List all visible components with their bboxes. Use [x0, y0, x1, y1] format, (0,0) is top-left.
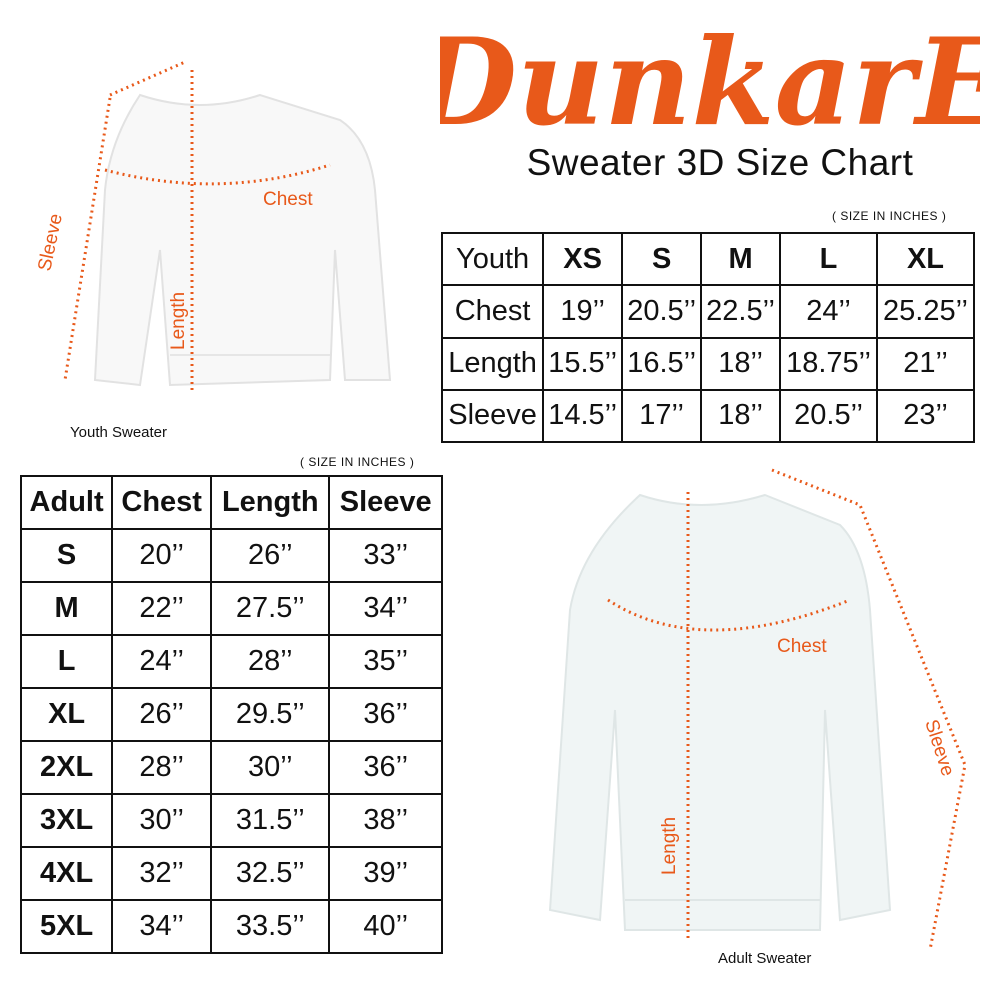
cell: 14.5’’	[542, 388, 624, 444]
cell: 15.5’’	[542, 336, 624, 391]
adult-size-table: Adult Chest Length Sleeve S 20’’ 26’’ 33’’ M 22…	[19, 475, 443, 954]
cell: 23’’	[876, 388, 975, 444]
sleeve-label: Sleeve	[920, 717, 958, 779]
table-row: 5XL 34’’ 33.5’’ 40’’	[19, 899, 443, 954]
table-row: Sleeve 14.5’’ 17’’ 18’’ 20.5’’ 23’’	[440, 388, 975, 444]
cell: 20.5’’	[779, 388, 879, 444]
cell: 26’’	[111, 687, 213, 742]
cell: 19’’	[542, 284, 624, 339]
table-row: S 20’’ 26’’ 33’’	[19, 528, 443, 583]
row-label: 5XL	[19, 899, 114, 954]
cell: 21’’	[876, 336, 975, 391]
table-row: Chest 19’’ 20.5’’ 22.5’’ 24’’ 25.25’’	[440, 284, 975, 339]
cell: 17’’	[621, 388, 703, 444]
cell: 22’’	[111, 581, 213, 636]
length-label: Length	[659, 817, 680, 875]
youth-size-table: Youth XS S M L XL Chest 19’’ 20.5’’ 22.5’’ 2…	[440, 231, 975, 444]
brand-logo: DunkarE	[440, 14, 980, 153]
header-cell: Length	[210, 475, 331, 530]
adult-sweater-image: Chest Length Sleeve	[548, 468, 967, 951]
sleeve-measure-line	[109, 60, 186, 97]
table-row: Length 15.5’’ 16.5’’ 18’’ 18.75’’ 21’’	[440, 336, 975, 391]
cell: 18.75’’	[779, 336, 879, 391]
header-cell: M	[700, 231, 782, 287]
cell: 36’’	[328, 687, 443, 742]
cell: 28’’	[111, 740, 213, 795]
header-cell: Youth	[440, 231, 545, 287]
table-header-row: Adult Chest Length Sleeve	[19, 475, 443, 530]
row-label: XL	[19, 687, 114, 742]
logo-text: DunkarE	[440, 14, 980, 153]
row-label: Length	[440, 336, 545, 391]
row-label: 2XL	[19, 740, 114, 795]
table-row: 3XL 30’’ 31.5’’ 38’’	[19, 793, 443, 848]
cell: 22.5’’	[700, 284, 782, 339]
cell: 33.5’’	[210, 899, 331, 954]
cell: 33’’	[328, 528, 443, 583]
cell: 25.25’’	[876, 284, 975, 339]
cell: 32’’	[111, 846, 213, 901]
header-cell: Sleeve	[328, 475, 443, 530]
youth-sweater-label: Youth Sweater	[70, 424, 168, 441]
cell: 20.5’’	[621, 284, 703, 339]
chest-label: Chest	[263, 189, 313, 210]
row-label: Sleeve	[440, 388, 545, 444]
row-label: S	[19, 528, 114, 583]
cell: 34’’	[111, 899, 213, 954]
cell: 35’’	[328, 634, 443, 689]
cell: 18’’	[700, 388, 782, 444]
cell: 27.5’’	[210, 581, 331, 636]
row-label: 4XL	[19, 846, 114, 901]
chest-measure-line	[104, 163, 331, 186]
header-cell: S	[621, 231, 703, 287]
row-label: 3XL	[19, 793, 114, 848]
table-row: XL 26’’ 29.5’’ 36’’	[19, 687, 443, 742]
sleeve-label: Sleeve	[34, 212, 67, 273]
header-cell: XL	[876, 231, 975, 287]
adult-sweater-label: Adult Sweater	[718, 950, 812, 967]
row-label: L	[19, 634, 114, 689]
table-row: L 24’’ 28’’ 35’’	[19, 634, 443, 689]
header-cell: XS	[542, 231, 624, 287]
cell: 39’’	[328, 846, 443, 901]
cell: 38’’	[328, 793, 443, 848]
cell: 30’’	[111, 793, 213, 848]
cell: 24’’	[779, 284, 879, 339]
cell: 40’’	[328, 899, 443, 954]
cell: 18’’	[700, 336, 782, 391]
cell: 24’’	[111, 634, 213, 689]
adult-units-note: ( SIZE IN INCHES )	[300, 455, 415, 469]
row-label: Chest	[440, 284, 545, 339]
cell: 34’’	[328, 581, 443, 636]
table-row: 2XL 28’’ 30’’ 36’’	[19, 740, 443, 795]
cell: 20’’	[111, 528, 213, 583]
table-header-row: Youth XS S M L XL	[440, 231, 975, 287]
page-title: Sweater 3D Size Chart	[526, 142, 914, 183]
table-row: M 22’’ 27.5’’ 34’’	[19, 581, 443, 636]
cell: 29.5’’	[210, 687, 331, 742]
chest-label: Chest	[777, 636, 827, 657]
youth-sweater-image: Chest Length Sleeve	[34, 60, 392, 390]
youth-units-note: ( SIZE IN INCHES )	[832, 209, 947, 223]
length-label: Length	[168, 292, 189, 350]
cell: 16.5’’	[621, 336, 703, 391]
row-label: M	[19, 581, 114, 636]
table-row: 4XL 32’’ 32.5’’ 39’’	[19, 846, 443, 901]
header-cell: L	[779, 231, 879, 287]
cell: 32.5’’	[210, 846, 331, 901]
cell: 31.5’’	[210, 793, 331, 848]
cell: 28’’	[210, 634, 331, 689]
cell: 36’’	[328, 740, 443, 795]
sleeve-measure-line	[771, 468, 967, 951]
header-cell: Chest	[111, 475, 213, 530]
cell: 26’’	[210, 528, 331, 583]
cell: 30’’	[210, 740, 331, 795]
header-cell: Adult	[19, 475, 114, 530]
